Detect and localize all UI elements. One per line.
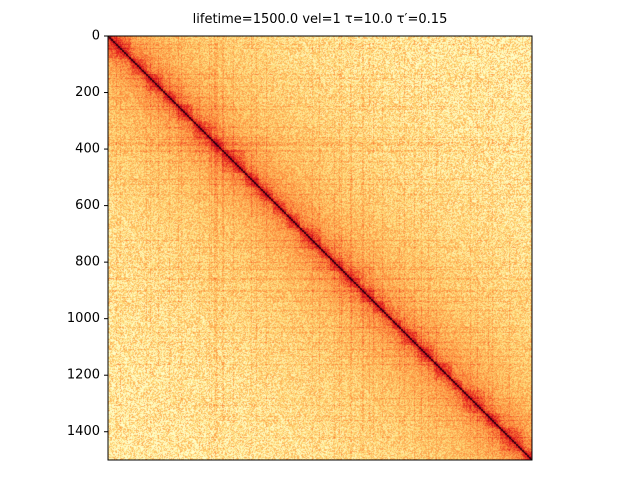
axes-frame xyxy=(107,35,533,461)
y-tick-label: 200 xyxy=(75,85,100,100)
chart-title: lifetime=1500.0 vel=1 τ=10.0 τ′=0.15 xyxy=(192,12,448,27)
plot-area xyxy=(108,36,532,460)
y-tick-label: 600 xyxy=(75,198,100,213)
heatmap-image xyxy=(108,36,532,460)
y-tick-label: 400 xyxy=(75,142,100,157)
y-tick-label: 1400 xyxy=(67,424,100,439)
y-tick-label: 1000 xyxy=(67,311,100,326)
y-tick-label: 0 xyxy=(92,29,100,44)
y-tick-label: 1200 xyxy=(67,368,100,383)
y-tick-label: 800 xyxy=(75,255,100,270)
